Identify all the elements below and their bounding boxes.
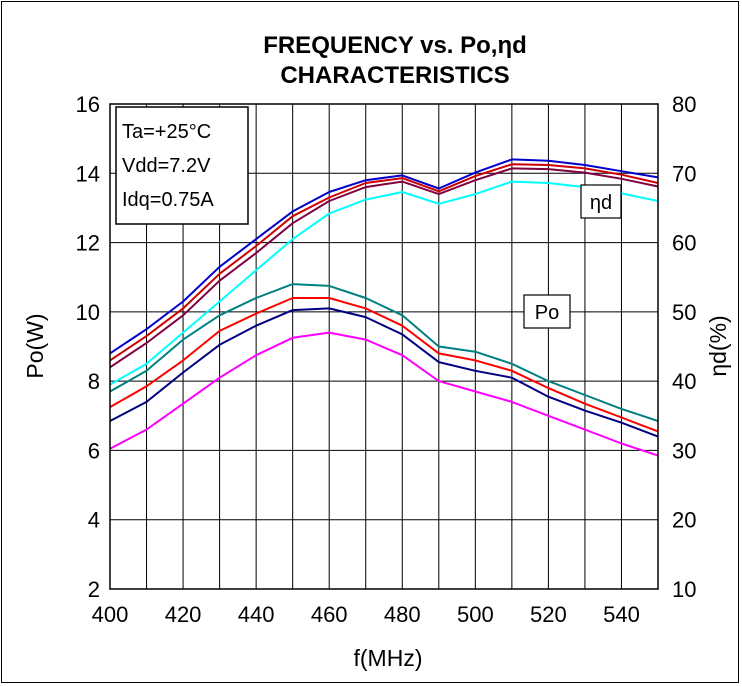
grid-lines (110, 104, 658, 589)
efficiency-series-line-3 (109, 167, 659, 369)
tick-labels: 400 420 440 460 480 500 520 540 2 4 6 8 10 12 14 16 10 20… (76, 92, 697, 627)
power-label-box: Po (523, 294, 571, 329)
x-axis-label: f(MHz) (354, 645, 423, 671)
y-left-tick-label: 4 (88, 508, 100, 533)
y-left-tick-label: 2 (88, 577, 100, 602)
power-series-line-7 (109, 307, 659, 438)
y-left-tick-label: 10 (76, 300, 100, 325)
power-series-line-6 (109, 297, 659, 433)
y-right-tick-label: 70 (672, 161, 696, 186)
chart-title-line1: FREQUENCY vs. Po,ηd (263, 32, 527, 59)
x-tick-label: 460 (311, 602, 348, 627)
power-label: Po (535, 302, 559, 324)
x-tick-label: 500 (457, 602, 494, 627)
y-left-tick-label: 16 (76, 92, 100, 117)
y-right-tick-label: 50 (672, 300, 696, 325)
y-right-tick-label: 20 (672, 508, 696, 533)
x-tick-label: 400 (92, 602, 129, 627)
x-tick-label: 520 (530, 602, 567, 627)
y-right-tick-label: 30 (672, 438, 696, 463)
y-axis-label-right: ηd(%) (705, 315, 731, 376)
condition-temperature: Ta=+25°C (122, 121, 211, 143)
series-group (109, 158, 659, 457)
efficiency-series-line-2 (109, 163, 659, 362)
x-tick-label: 420 (165, 602, 202, 627)
power-series-line-8 (109, 331, 659, 457)
power-label-border (523, 294, 571, 329)
y-left-tick-label: 8 (88, 369, 100, 394)
y-right-tick-label: 10 (672, 577, 696, 602)
y-axis-label-left: Po(W) (22, 313, 48, 378)
efficiency-label-border (580, 184, 622, 219)
power-series-line-5 (109, 283, 659, 422)
y-right-tick-label: 80 (672, 92, 696, 117)
conditions-box-border (115, 106, 249, 225)
efficiency-label-box: ηd (580, 184, 622, 219)
efficiency-series-line-4 (109, 180, 659, 386)
y-right-tick-label: 60 (672, 231, 696, 256)
x-tick-label: 440 (238, 602, 275, 627)
x-tick-label: 480 (384, 602, 421, 627)
y-right-tick-label: 40 (672, 369, 696, 394)
chart-title-line2: CHARACTERISTICS (280, 62, 509, 89)
condition-quiescent-current: Idq=0.75A (122, 189, 214, 211)
x-tick-label: 540 (603, 602, 640, 627)
y-left-tick-label: 14 (76, 161, 100, 186)
efficiency-label: ηd (590, 192, 612, 214)
condition-supply-voltage: Vdd=7.2V (122, 155, 211, 177)
conditions-box: Ta=+25°C Vdd=7.2V Idq=0.75A (115, 106, 249, 225)
plot-area-border (109, 103, 659, 590)
y-left-tick-label: 6 (88, 438, 100, 463)
efficiency-series-line-1 (109, 158, 659, 355)
y-left-tick-label: 12 (76, 231, 100, 256)
